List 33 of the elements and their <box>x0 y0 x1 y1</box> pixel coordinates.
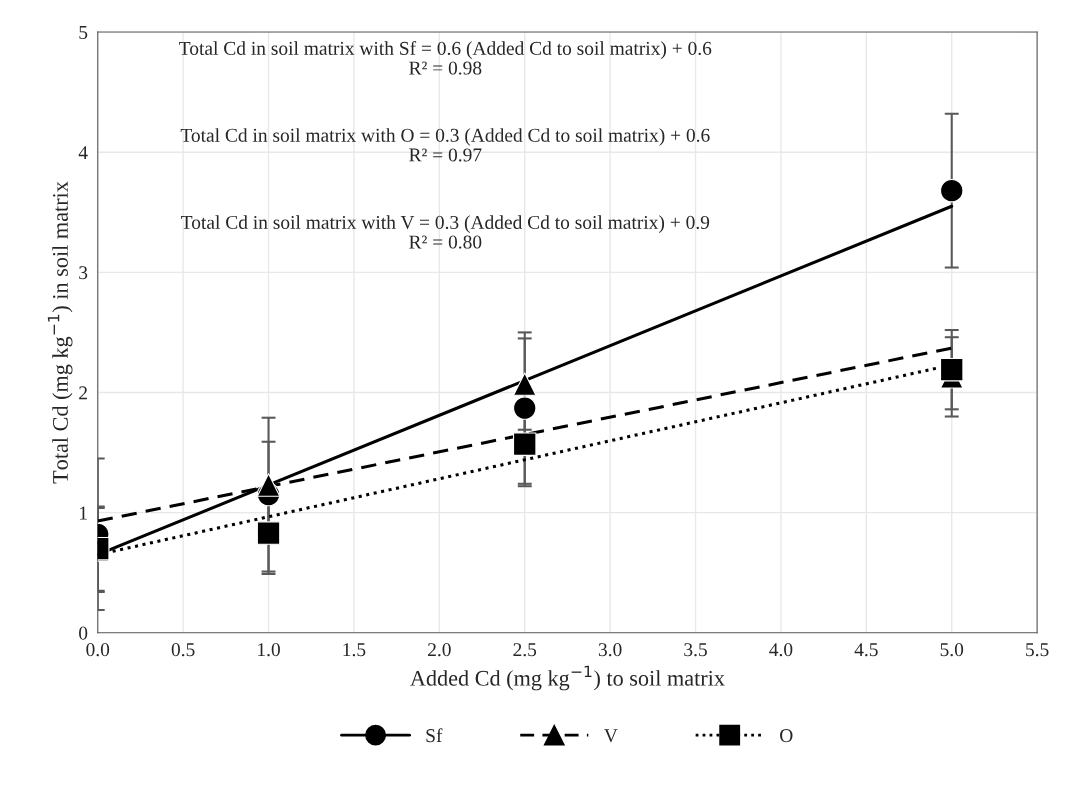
legend-label: O <box>780 729 793 743</box>
annotation: Total Cd in soil matrix with V = 0.3 (Added Cd to soil matrix) + 0.9 R² = 0.80 <box>181 215 710 249</box>
y-tick-label: 3 <box>79 266 88 280</box>
legend-label: V <box>604 729 618 743</box>
x-tick-label: 3.0 <box>598 643 622 657</box>
x-tick-label: 2.0 <box>428 643 451 657</box>
x-tick-label: 1.0 <box>258 643 280 657</box>
point <box>512 372 537 396</box>
point <box>256 521 281 545</box>
legend-label: Sf <box>426 728 443 743</box>
x-tick-label: 1.5 <box>343 643 366 657</box>
y-tick-label: 4 <box>78 146 88 159</box>
x-tick-label: 4.5 <box>854 643 878 657</box>
x-tick-label: 3.5 <box>684 643 707 657</box>
y-tick-label: 5 <box>79 26 88 39</box>
y-tick-label: 1 <box>80 506 87 520</box>
point <box>512 432 537 456</box>
point <box>939 178 964 203</box>
y-tick-label: 2 <box>79 386 87 400</box>
x-tick-label: 2.5 <box>513 643 537 657</box>
point <box>256 473 281 497</box>
x-tick-label: 0.0 <box>86 643 110 657</box>
point <box>939 357 964 382</box>
point <box>512 396 537 420</box>
x-tick-label: 5.5 <box>1026 643 1049 657</box>
annotation: Total Cd in soil matrix with Sf = 0.6 (Added Cd to soil matrix) + 0.6 R² = 0.98 <box>179 41 712 75</box>
annotation: Total Cd in soil matrix with O = 0.3 (Added Cd to soil matrix) + 0.6 R² = 0.97 <box>180 128 710 162</box>
x-tick-label: 4.0 <box>769 643 793 657</box>
x-tick-label: 0.5 <box>171 643 195 657</box>
y-axis-title: Total Cd (mg kg$^{−1}$) in soil matrix <box>47 181 73 484</box>
x-tick-label: 5.0 <box>940 643 964 657</box>
x-axis-title: Added Cd (mg kg$^{−1}$) to soil matrix <box>410 665 725 691</box>
y-tick-label: 0 <box>79 626 88 640</box>
